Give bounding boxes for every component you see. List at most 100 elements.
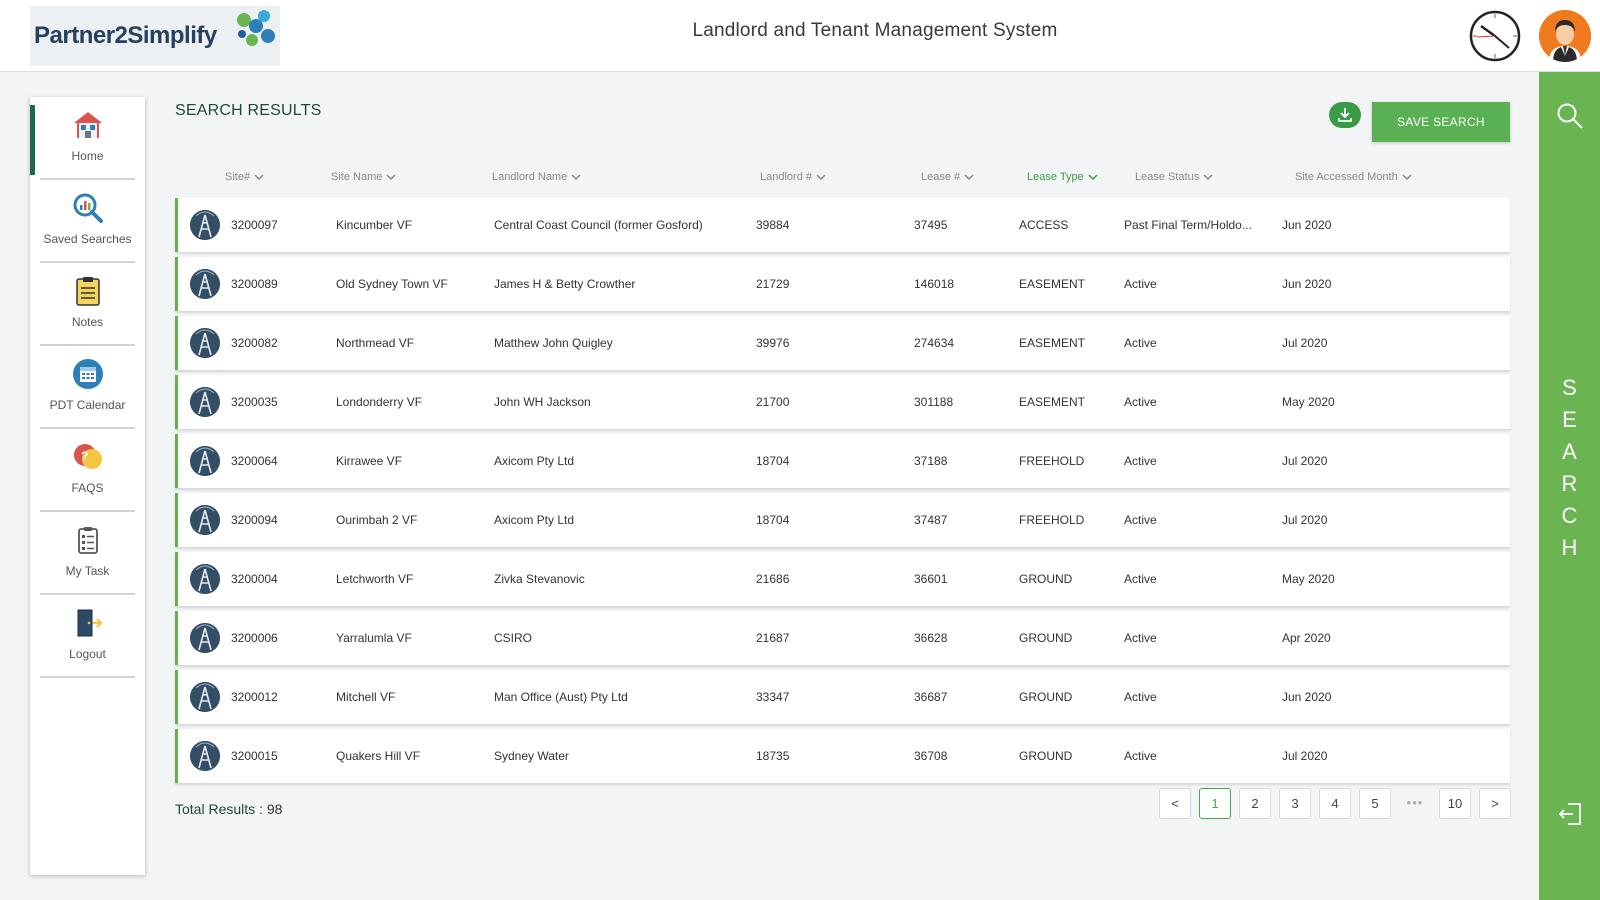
cell-lease-status: Active: [1124, 395, 1157, 409]
page-button-3[interactable]: 3: [1279, 788, 1311, 819]
cell-landlord-name: Axicom Pty Ltd: [494, 513, 575, 527]
sidebar-item-notes[interactable]: Notes: [40, 263, 135, 346]
column-header-label: Site Name: [331, 171, 383, 183]
sidebar-item-pdt-calendar[interactable]: PDT Calendar: [40, 346, 135, 429]
table-row[interactable]: 3200004 Letchworth VF Zivka Stevanovic 2168…: [175, 552, 1510, 606]
sidebar-item-home[interactable]: Home: [40, 97, 135, 180]
table-row[interactable]: 3200012 Mitchell VF Man Office (Aust) Pty …: [175, 670, 1510, 724]
cell-site-accessed-month: Jul 2020: [1282, 749, 1328, 763]
sidebar-item-saved-searches[interactable]: Saved Searches: [40, 180, 135, 263]
cell-lease-number: 274634: [914, 336, 955, 350]
search-panel-toggle[interactable]: S E A R C H: [1539, 72, 1600, 900]
cell-lease-number: 36687: [914, 690, 948, 704]
app-header: Partner2Simplify Landlord and Tenant Man…: [0, 0, 1600, 72]
sidebar-item-logout[interactable]: Logout: [40, 595, 135, 678]
prev-page-button[interactable]: <: [1159, 788, 1191, 819]
cell-lease-status: Active: [1124, 277, 1157, 291]
cell-site-number: 3200015: [231, 749, 278, 763]
cell-lease-type: FREEHOLD: [1019, 513, 1085, 527]
column-header-lease-number[interactable]: Lease #: [921, 171, 974, 183]
save-search-button[interactable]: SAVE SEARCH: [1372, 102, 1510, 142]
exit-icon[interactable]: [1556, 800, 1584, 828]
download-icon: [1338, 108, 1352, 122]
column-header-label: Landlord #: [760, 171, 812, 183]
home-icon: [74, 112, 102, 138]
cell-lease-number: 37487: [914, 513, 948, 527]
cell-lease-type: EASEMENT: [1019, 336, 1086, 350]
cell-site-number: 3200035: [231, 395, 278, 409]
page-button-5[interactable]: 5: [1359, 788, 1391, 819]
chevron-down-icon: [386, 174, 396, 181]
cell-site-accessed-month: Apr 2020: [1282, 631, 1331, 645]
sidebar-item-label: Saved Searches: [43, 232, 132, 246]
cell-landlord-number: 21729: [756, 277, 790, 291]
cell-lease-number: 36628: [914, 631, 948, 645]
site-tower-icon: [190, 623, 220, 653]
cell-lease-number: 37495: [914, 218, 948, 232]
page-button-2[interactable]: 2: [1239, 788, 1271, 819]
chevron-down-icon: [1088, 174, 1098, 181]
cell-lease-type: GROUND: [1019, 631, 1073, 645]
cell-lease-type: EASEMENT: [1019, 395, 1086, 409]
user-avatar[interactable]: [1539, 10, 1591, 62]
page-button-4[interactable]: 4: [1319, 788, 1351, 819]
site-tower-icon: [190, 741, 220, 771]
cell-site-accessed-month: Jul 2020: [1282, 513, 1328, 527]
table-row[interactable]: 3200064 Kirrawee VF Axicom Pty Ltd 18704 371…: [175, 434, 1510, 488]
table-row[interactable]: 3200082 Northmead VF Matthew John Quigley 3…: [175, 316, 1510, 370]
cell-lease-type: GROUND: [1019, 572, 1073, 586]
page-button-1[interactable]: 1: [1199, 788, 1231, 819]
cell-lease-status: Active: [1124, 690, 1157, 704]
cell-lease-status: Active: [1124, 336, 1157, 350]
svg-text:?: ?: [81, 449, 88, 463]
column-header-landlord-name[interactable]: Landlord Name: [492, 171, 581, 183]
sidebar-item-my-task[interactable]: My Task: [40, 512, 135, 595]
search-letter: C: [1561, 503, 1578, 528]
column-header-label: Site Accessed Month: [1295, 171, 1398, 183]
table-row[interactable]: 3200089 Old Sydney Town VF James H & Betty…: [175, 257, 1510, 311]
cell-landlord-number: 21686: [756, 572, 790, 586]
cell-lease-status: Active: [1124, 749, 1157, 763]
column-header-site-name[interactable]: Site Name: [331, 171, 396, 183]
column-header-site[interactable]: Site#: [225, 171, 264, 183]
site-tower-icon: [190, 328, 220, 358]
cell-site-name: Old Sydney Town VF: [336, 277, 448, 291]
calendar-icon: [73, 359, 103, 389]
cell-site-accessed-month: May 2020: [1282, 572, 1335, 586]
cell-site-name: Yarralumla VF: [336, 631, 412, 645]
cell-lease-type: GROUND: [1019, 690, 1073, 704]
cell-lease-type: GROUND: [1019, 749, 1073, 763]
table-row[interactable]: 3200035 Londonderry VF John WH Jackson 2170…: [175, 375, 1510, 429]
company-logo[interactable]: Partner2Simplify: [30, 6, 280, 66]
cell-site-accessed-month: Jun 2020: [1282, 218, 1332, 232]
page-button-last[interactable]: 10: [1439, 788, 1471, 819]
table-row[interactable]: 3200097 Kincumber VF Central Coast Council…: [175, 198, 1510, 252]
pagination-ellipsis[interactable]: •••: [1406, 795, 1424, 810]
column-header-label: Lease Type: [1027, 171, 1084, 183]
chevron-down-icon: [816, 174, 826, 181]
chevron-down-icon: [254, 174, 264, 181]
column-header-lease-status[interactable]: Lease Status: [1135, 171, 1213, 183]
active-nav-indicator: [30, 105, 35, 175]
cell-lease-number: 301188: [914, 395, 954, 409]
table-row[interactable]: 3200015 Quakers Hill VF Sydney Water 18735 3…: [175, 729, 1510, 783]
sidebar-item-faqs[interactable]: ? FAQS: [40, 429, 135, 512]
sidebar-item-label: Home: [71, 149, 104, 163]
cell-lease-status: Active: [1124, 513, 1157, 527]
cell-site-number: 3200097: [231, 218, 278, 232]
table-row[interactable]: 3200006 Yarralumla VF CSIRO 21687 36628 GROUN…: [175, 611, 1510, 665]
cell-site-name: Letchworth VF: [336, 572, 414, 586]
column-header-landlord-number[interactable]: Landlord #: [760, 171, 826, 183]
search-icon[interactable]: [1556, 102, 1584, 130]
next-page-button[interactable]: >: [1479, 788, 1511, 819]
cell-site-name: Kirrawee VF: [336, 454, 403, 468]
table-row[interactable]: 3200094 Ourimbah 2 VF Axicom Pty Ltd 18704 3…: [175, 493, 1510, 547]
cell-landlord-number: 21687: [756, 631, 790, 645]
download-button[interactable]: [1329, 102, 1361, 128]
search-letter: H: [1561, 535, 1578, 560]
clock-icon[interactable]: [1469, 10, 1521, 62]
column-header-site-accessed-month[interactable]: Site Accessed Month: [1295, 171, 1412, 183]
cell-lease-type: EASEMENT: [1019, 277, 1086, 291]
column-header-lease-type[interactable]: Lease Type: [1027, 171, 1098, 183]
cell-site-number: 3200064: [231, 454, 278, 468]
